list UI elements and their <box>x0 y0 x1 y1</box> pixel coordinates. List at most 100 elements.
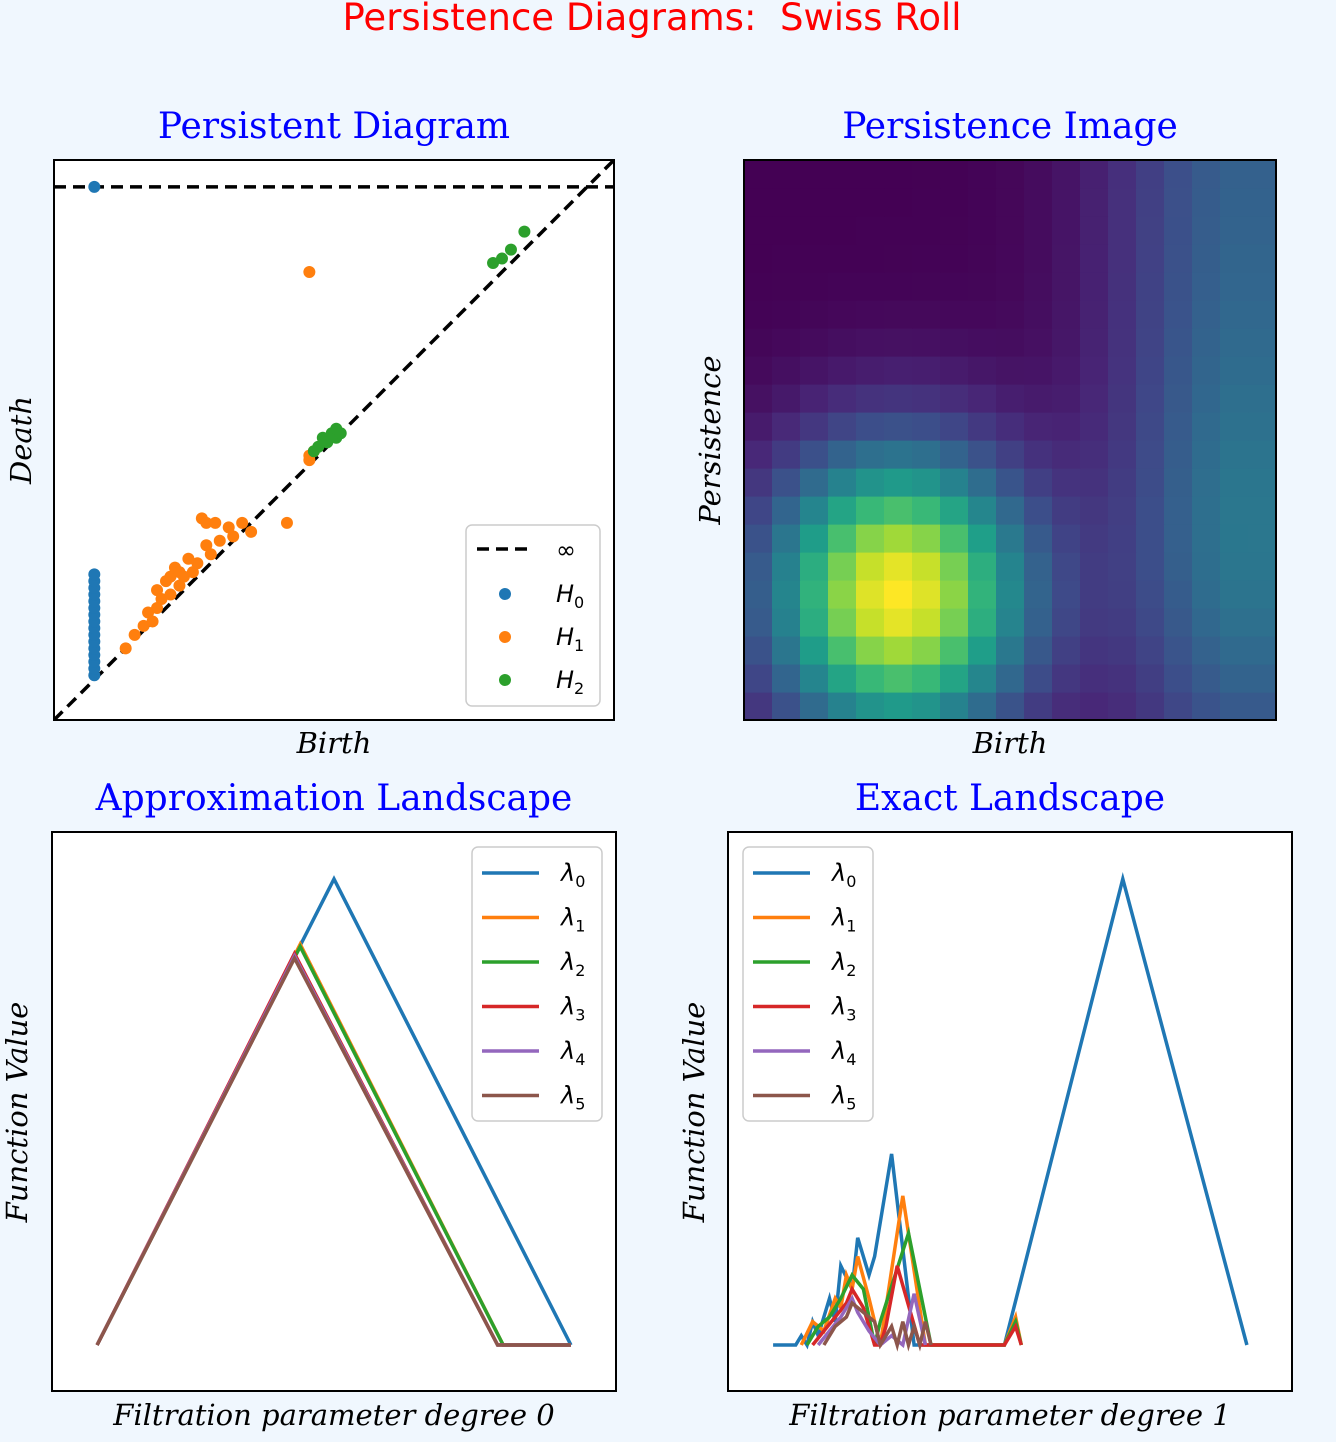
heatmap-cell <box>1080 356 1109 385</box>
heatmap-cell <box>884 692 913 721</box>
plot-frame-landscape-3 <box>727 831 1293 1392</box>
heatmap-cell <box>800 440 829 469</box>
heatmap-cell <box>996 412 1025 441</box>
heatmap-cell <box>856 356 885 385</box>
heatmap-cell <box>1164 440 1193 469</box>
heatmap-cell <box>856 664 885 693</box>
heatmap-cell <box>912 188 941 217</box>
heatmap-cell <box>996 216 1025 245</box>
heatmap-cell <box>1164 356 1193 385</box>
heatmap-cell <box>1052 552 1081 581</box>
heatmap-cell <box>1248 412 1277 441</box>
plot-frame-landscape-2 <box>51 831 617 1392</box>
heatmap-cell <box>772 468 801 497</box>
heatmap-cell <box>940 188 969 217</box>
heatmap-cell <box>1248 636 1277 665</box>
heatmap-cell <box>1136 468 1165 497</box>
heatmap-cell <box>912 244 941 273</box>
heatmap-cell <box>1080 664 1109 693</box>
h0-point <box>88 180 101 193</box>
heatmap-cell <box>1248 356 1277 385</box>
heatmap-cell <box>1164 664 1193 693</box>
heatmap-cell <box>912 608 941 637</box>
heatmap-cell <box>1136 384 1165 413</box>
heatmap-cell <box>884 468 913 497</box>
heatmap-cell <box>1052 356 1081 385</box>
heatmap-cell <box>800 664 829 693</box>
heatmap-cell <box>744 300 773 329</box>
diagram-data <box>54 160 614 720</box>
h1-point <box>151 602 164 614</box>
heatmap-cell <box>912 384 941 413</box>
heatmap-cell <box>856 328 885 357</box>
heatmap-cell <box>968 244 997 273</box>
heatmap-cell <box>1080 244 1109 273</box>
heatmap-cell <box>996 356 1025 385</box>
heatmap-cell <box>1080 440 1109 469</box>
heatmap-cell <box>1052 188 1081 217</box>
heatmap-cell <box>996 384 1025 413</box>
heatmap-cell <box>744 244 773 273</box>
heatmap-cell <box>1024 216 1053 245</box>
heatmap-cell <box>744 552 773 581</box>
heatmap-cell <box>940 496 969 525</box>
heatmap-cell <box>1248 272 1277 301</box>
heatmap-cell <box>828 244 857 273</box>
heatmap-cell <box>1024 552 1053 581</box>
heatmap-cell <box>856 552 885 581</box>
heatmap-cell <box>1220 216 1249 245</box>
heatmap-cell <box>996 692 1025 721</box>
heatmap-cell <box>1248 580 1277 609</box>
heatmap-cell <box>772 664 801 693</box>
heatmap-cell <box>1024 524 1053 553</box>
heatmap-cell <box>996 608 1025 637</box>
heatmap-cell <box>1108 328 1137 357</box>
h1-point <box>280 516 293 529</box>
h1-point <box>209 516 222 529</box>
heatmap-cell <box>940 552 969 581</box>
heatmap-cell <box>1248 664 1277 693</box>
heatmap-cell <box>1108 468 1137 497</box>
heatmap-cell <box>884 496 913 525</box>
h1-point <box>146 615 159 628</box>
heatmap-cell <box>856 384 885 413</box>
heatmap-cell <box>884 412 913 441</box>
heatmap-cell <box>1052 272 1081 301</box>
heatmap-cell <box>912 692 941 721</box>
heatmap-cell <box>1136 412 1165 441</box>
legend-box <box>465 524 601 707</box>
heatmap-cell <box>800 496 829 525</box>
heatmap-cell <box>1164 580 1193 609</box>
heatmap-cell <box>912 440 941 469</box>
heatmap-cell <box>940 664 969 693</box>
heatmap-cell <box>1192 580 1221 609</box>
h0-point <box>88 568 101 581</box>
heatmap-cell <box>1024 384 1053 413</box>
heatmap-cell <box>1108 216 1137 245</box>
heatmap-cell <box>828 384 857 413</box>
heatmap-cell <box>884 272 913 301</box>
heatmap-cell <box>1164 496 1193 525</box>
heatmap-cell <box>1052 496 1081 525</box>
heatmap-cell <box>912 356 941 385</box>
heatmap-cell <box>1080 524 1109 553</box>
heatmap-cell <box>912 580 941 609</box>
heatmap-cell <box>1052 384 1081 413</box>
h1-point <box>191 557 204 570</box>
heatmap-cell <box>996 552 1025 581</box>
heatmap-cell <box>772 496 801 525</box>
heatmap-cell <box>912 496 941 525</box>
h1-point <box>137 619 150 632</box>
heatmap-cell <box>996 440 1025 469</box>
heatmap-cell <box>1136 664 1165 693</box>
heatmap-cell <box>800 188 829 217</box>
h1-point <box>119 642 132 655</box>
heatmap-cell <box>884 328 913 357</box>
landscape-lines-3 <box>773 872 1249 1352</box>
heatmap-cell <box>1024 356 1053 385</box>
heatmap-cell <box>968 216 997 245</box>
heatmap-cell <box>1024 496 1053 525</box>
h1-point <box>245 525 258 538</box>
